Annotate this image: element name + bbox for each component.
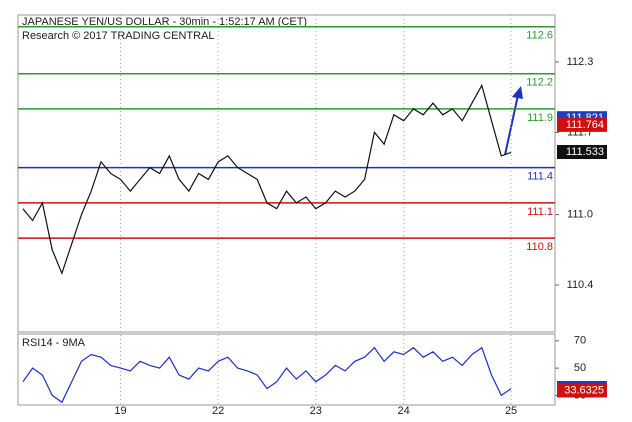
level-label: 111.9 — [527, 112, 553, 124]
arrow-head — [512, 86, 523, 99]
main-frame — [17, 14, 556, 333]
level-label: 111.1 — [527, 206, 553, 218]
price-tag-label: 111.533 — [566, 146, 604, 158]
level-label: 111.4 — [527, 171, 553, 183]
level-label: 112.2 — [526, 77, 553, 89]
price-line — [22, 83, 512, 276]
x-tick-label: 25 — [505, 405, 517, 417]
x-tick-label: 23 — [310, 405, 322, 417]
x-tick-label: 24 — [398, 405, 410, 417]
forecast-arrow — [504, 94, 519, 156]
price-tag — [557, 117, 607, 132]
x-tick-label: 22 — [212, 405, 224, 417]
y-tick-label: 112.3 — [567, 56, 594, 68]
price-tag — [557, 145, 607, 160]
x-tick-label: 19 — [114, 405, 126, 417]
rsi-tick-label: 70 — [574, 335, 586, 347]
price-tag-label: 33.6325 — [564, 384, 604, 396]
price-tag-label: 111.764 — [566, 119, 604, 131]
rsi-title: RSI14 - 9MA — [22, 337, 86, 349]
rsi-frame — [17, 333, 556, 406]
level-label: 110.8 — [526, 241, 553, 253]
price-tag — [557, 383, 607, 398]
rsi-line — [22, 346, 512, 404]
y-tick-label: 110.4 — [567, 279, 594, 291]
chart-title: JAPANESE YEN/US DOLLAR - 30min - 1:52:17… — [22, 16, 307, 28]
level-label: 112.6 — [526, 30, 553, 42]
chart-subtitle: Research © 2017 TRADING CENTRAL — [22, 30, 215, 42]
y-tick-label: 111.0 — [567, 208, 593, 220]
rsi-tick-label: 50 — [574, 362, 586, 374]
